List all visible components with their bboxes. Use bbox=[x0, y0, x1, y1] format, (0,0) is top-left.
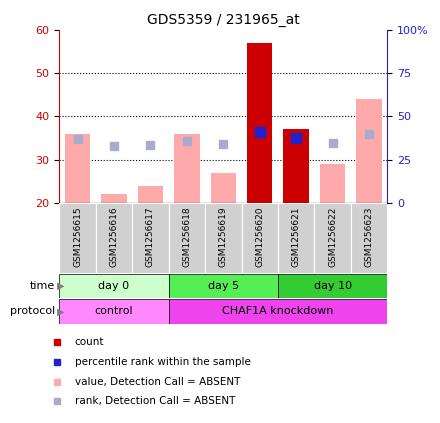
Text: time: time bbox=[30, 281, 55, 291]
Text: day 0: day 0 bbox=[99, 281, 130, 291]
Text: value, Detection Call = ABSENT: value, Detection Call = ABSENT bbox=[75, 376, 240, 387]
Bar bbox=[320, 164, 345, 203]
Text: GSM1256618: GSM1256618 bbox=[182, 206, 191, 267]
Text: control: control bbox=[95, 306, 133, 316]
Bar bbox=[278, 274, 387, 298]
Bar bbox=[96, 203, 132, 273]
Bar bbox=[101, 195, 127, 203]
Text: ▶: ▶ bbox=[57, 281, 65, 291]
Bar bbox=[278, 203, 314, 273]
Text: protocol: protocol bbox=[10, 306, 55, 316]
Bar bbox=[65, 134, 90, 203]
Text: CHAF1A knockdown: CHAF1A knockdown bbox=[222, 306, 334, 316]
Text: GSM1256622: GSM1256622 bbox=[328, 206, 337, 267]
Text: rank, Detection Call = ABSENT: rank, Detection Call = ABSENT bbox=[75, 396, 235, 406]
Bar bbox=[356, 99, 382, 203]
Text: percentile rank within the sample: percentile rank within the sample bbox=[75, 357, 251, 367]
Bar bbox=[132, 203, 169, 273]
Bar bbox=[59, 299, 169, 324]
Text: GSM1256620: GSM1256620 bbox=[255, 206, 264, 267]
Bar bbox=[211, 173, 236, 203]
Text: day 5: day 5 bbox=[208, 281, 239, 291]
Bar bbox=[169, 299, 387, 324]
Bar bbox=[138, 186, 163, 203]
Text: GSM1256616: GSM1256616 bbox=[110, 206, 118, 267]
Bar bbox=[205, 203, 242, 273]
Text: GSM1256617: GSM1256617 bbox=[146, 206, 155, 267]
Bar bbox=[169, 274, 278, 298]
Bar bbox=[242, 203, 278, 273]
Text: GSM1256623: GSM1256623 bbox=[364, 206, 374, 267]
Bar bbox=[59, 203, 96, 273]
Text: ▶: ▶ bbox=[57, 306, 65, 316]
Bar bbox=[283, 129, 309, 203]
Bar bbox=[247, 43, 272, 203]
Text: GSM1256621: GSM1256621 bbox=[292, 206, 301, 267]
Bar bbox=[169, 203, 205, 273]
Text: count: count bbox=[75, 338, 104, 347]
Bar bbox=[314, 203, 351, 273]
Bar bbox=[351, 203, 387, 273]
Bar bbox=[59, 274, 169, 298]
Bar bbox=[174, 134, 200, 203]
Text: GSM1256615: GSM1256615 bbox=[73, 206, 82, 267]
Title: GDS5359 / 231965_at: GDS5359 / 231965_at bbox=[147, 13, 300, 27]
Text: GSM1256619: GSM1256619 bbox=[219, 206, 228, 267]
Text: day 10: day 10 bbox=[314, 281, 352, 291]
